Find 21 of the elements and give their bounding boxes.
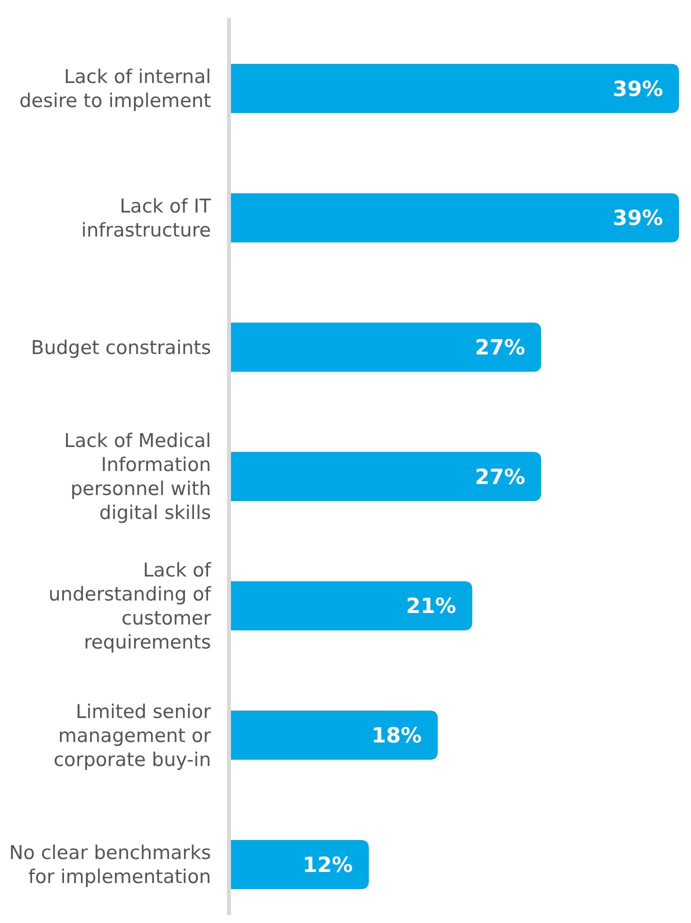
data-label: 27%	[474, 464, 526, 489]
bar	[231, 64, 679, 114]
y-tick-label: Lack of IT infrastructure	[81, 195, 212, 242]
bar	[231, 840, 369, 890]
y-tick-label: Lack of understanding of customer requirements	[48, 560, 212, 654]
y-tick-label: Lack of internal desire to implement	[19, 66, 211, 112]
y-tick-label: Budget constraints	[31, 336, 211, 359]
y-tick-label: Limited senior management or corporate buy-in	[54, 700, 212, 771]
y-tick-label: No clear benchmarks for implementation	[9, 842, 211, 888]
bar	[231, 581, 472, 630]
y-tick-label: Lack of Medical Information personnel with digital skills	[64, 430, 211, 524]
data-label: 12%	[302, 852, 353, 877]
data-label: 18%	[372, 724, 422, 748]
data-label: 21%	[406, 594, 456, 618]
bar	[231, 710, 438, 760]
bar	[231, 452, 542, 502]
bar	[231, 322, 542, 372]
bar	[231, 193, 679, 242]
data-label: 39%	[612, 76, 663, 101]
data-label: 39%	[612, 206, 663, 230]
data-label: 27%	[474, 336, 526, 360]
